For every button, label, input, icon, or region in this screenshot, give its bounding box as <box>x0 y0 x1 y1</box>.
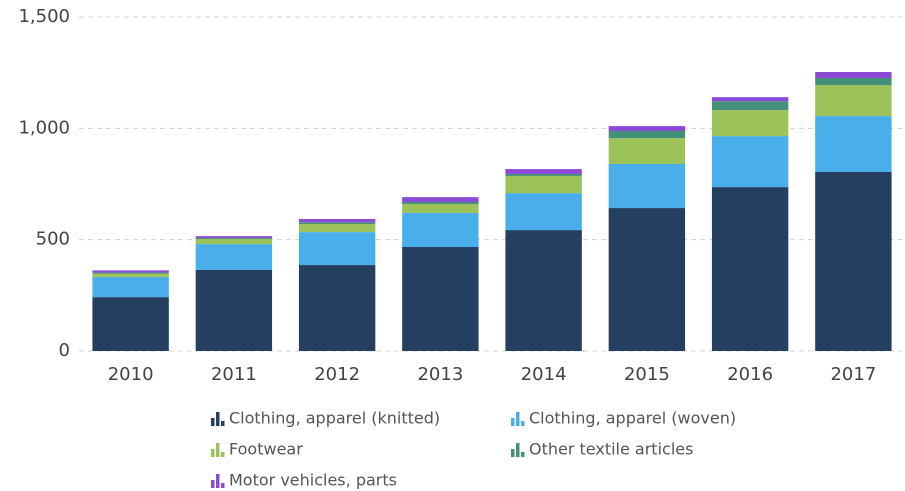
x-tick-label: 2010 <box>108 364 154 385</box>
bar-segment <box>505 169 582 174</box>
bar-segment <box>92 273 169 278</box>
bar-segment <box>92 270 169 273</box>
bar-segment <box>92 297 169 351</box>
bar-segment <box>402 204 479 213</box>
x-tick-label: 2011 <box>211 364 257 385</box>
legend-label: Motor vehicles, parts <box>229 471 397 490</box>
legend-icon <box>221 452 225 457</box>
bar-segment <box>608 131 686 139</box>
bar-segment <box>711 187 789 351</box>
legend-item[interactable]: Motor vehicles, parts <box>211 471 397 490</box>
legend-label: Clothing, apparel (woven) <box>529 409 736 428</box>
bar-segment <box>195 244 273 270</box>
bar-segment <box>505 230 582 351</box>
bar-segment <box>815 171 892 351</box>
bar-segment <box>711 136 789 188</box>
legend-icon <box>511 418 515 426</box>
legend-icon <box>216 474 220 488</box>
legend-item[interactable]: Clothing, apparel (knitted) <box>211 409 440 428</box>
bar-segment <box>505 173 582 176</box>
bar-segment <box>505 175 582 194</box>
bar-segment <box>402 247 479 351</box>
bar-segment <box>608 208 686 351</box>
x-tick-label: 2014 <box>521 364 567 385</box>
y-tick-label: 0 <box>59 340 70 361</box>
bar-segment <box>608 126 686 132</box>
legend-icon <box>211 418 215 426</box>
bar-segment <box>711 101 789 111</box>
x-tick-label: 2016 <box>727 364 773 385</box>
legend-label: Clothing, apparel (knitted) <box>229 409 440 428</box>
y-tick-label: 500 <box>36 229 70 250</box>
legend-icon <box>521 421 525 426</box>
bar-segment <box>815 71 892 79</box>
legend-item[interactable]: Clothing, apparel (woven) <box>511 409 736 428</box>
bar-segment <box>298 265 376 351</box>
legend-icon <box>216 412 220 426</box>
bar-segment <box>402 202 479 205</box>
legend-icon <box>511 449 515 457</box>
legend-icon <box>521 452 525 457</box>
bar-segment <box>298 224 376 233</box>
bar-segment <box>608 138 686 164</box>
bar-segment <box>195 237 273 239</box>
bar-segment <box>298 218 376 223</box>
x-tick-label: 2012 <box>314 364 360 385</box>
bar-segment <box>402 212 479 248</box>
legend-icon <box>516 443 520 457</box>
bar-segment <box>608 163 686 209</box>
bar-segment <box>815 85 892 117</box>
legend-item[interactable]: Footwear <box>211 440 303 459</box>
bar-segment <box>505 193 582 231</box>
bar-segment <box>711 97 789 102</box>
legend-icon <box>221 483 225 488</box>
legend-item[interactable]: Other textile articles <box>511 440 693 459</box>
bar-segment <box>195 236 273 238</box>
bar-segment <box>402 197 479 203</box>
legend-label: Other textile articles <box>529 440 693 459</box>
legend-label: Footwear <box>229 440 303 459</box>
legend-icon <box>221 421 225 426</box>
legend-icon <box>516 412 520 426</box>
y-tick-label: 1,500 <box>18 6 70 27</box>
x-tick-label: 2017 <box>830 364 876 385</box>
y-tick-label: 1,000 <box>18 117 70 138</box>
bar-segment <box>815 116 892 172</box>
bar-segment <box>92 272 169 274</box>
bar-segment <box>298 232 376 266</box>
legend-icon <box>211 449 215 457</box>
bar-segment <box>195 269 273 351</box>
legend-icon <box>216 443 220 457</box>
x-tick-label: 2015 <box>624 364 670 385</box>
bar-segment <box>92 277 169 298</box>
bar-segment <box>711 110 789 137</box>
bar-segment <box>195 238 273 245</box>
bar-segment <box>815 78 892 86</box>
legend-icon <box>211 480 215 488</box>
bar-segment <box>298 222 376 225</box>
x-tick-label: 2013 <box>417 364 463 385</box>
